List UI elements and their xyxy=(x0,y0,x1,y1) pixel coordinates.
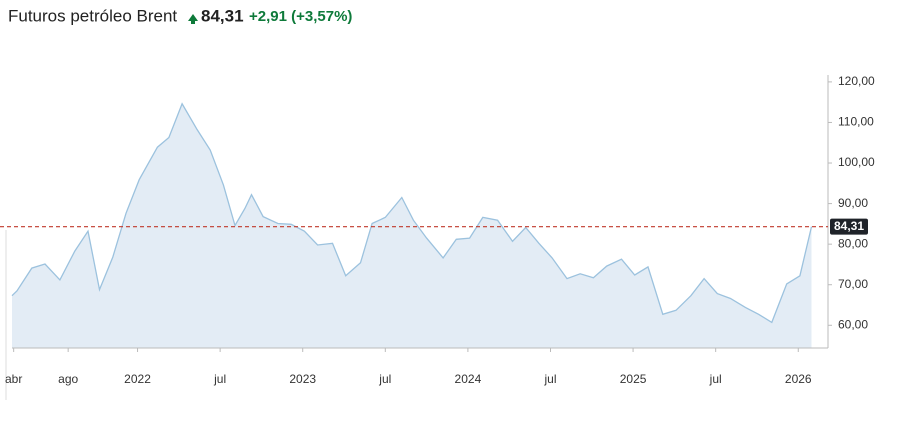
y-tick-label: 100,00 xyxy=(838,155,875,169)
price-line xyxy=(11,102,813,324)
y-tick-label: 70,00 xyxy=(838,277,868,291)
price-change: +2,91 (+3,57%) xyxy=(249,8,352,25)
x-tick-label: ago xyxy=(58,372,78,386)
x-tick-label: jul xyxy=(213,372,226,386)
x-tick-label: jul xyxy=(709,372,722,386)
area-fill xyxy=(12,103,812,348)
x-tick-label: 2026 xyxy=(785,372,812,386)
y-tick-label: 80,00 xyxy=(838,236,868,250)
y-tick-label: 60,00 xyxy=(838,317,868,331)
x-tick-label: 2023 xyxy=(289,372,316,386)
x-tick-label: jul xyxy=(543,372,556,386)
x-tick-label: 2025 xyxy=(620,372,647,386)
x-tick-label: abr xyxy=(5,372,22,386)
y-tick-label: 90,00 xyxy=(838,196,868,210)
x-tick-label: 2024 xyxy=(455,372,482,386)
price: 84,31 xyxy=(201,6,244,25)
x-tick-label: 2022 xyxy=(124,372,151,386)
y-tick-label: 110,00 xyxy=(838,115,874,129)
reference-label: 84,31 xyxy=(834,219,864,233)
reference-label-box xyxy=(830,218,868,235)
y-tick-label: 120,00 xyxy=(838,74,875,88)
up-arrow xyxy=(188,14,198,24)
x-tick-label: jul xyxy=(378,372,391,386)
instrument-title: Futuros petróleo Brent xyxy=(8,6,177,25)
